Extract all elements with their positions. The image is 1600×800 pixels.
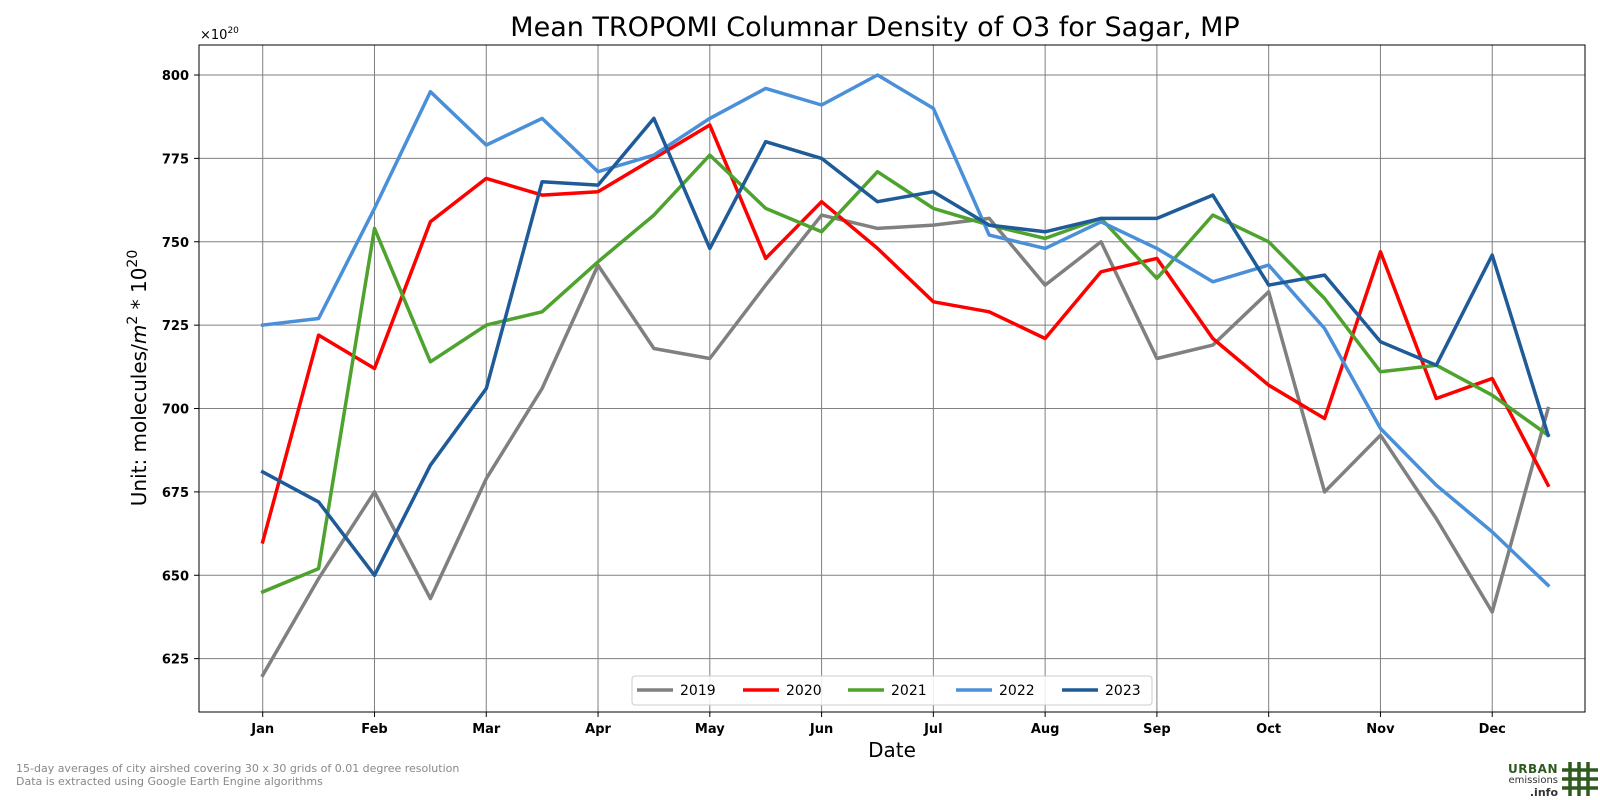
footnote-line-2: Data is extracted using Google Earth Eng… <box>16 775 323 788</box>
y-tick-label: 750 <box>162 236 189 251</box>
series-lines <box>260 73 1551 678</box>
series-line-2023 <box>260 116 1551 578</box>
x-tick-label: Aug <box>1031 722 1060 737</box>
x-tick-label: Apr <box>585 722 611 737</box>
series-line-2022 <box>260 73 1551 588</box>
chart-title: Mean TROPOMI Columnar Density of O3 for … <box>510 12 1239 43</box>
legend-label-2023: 2023 <box>1105 683 1141 699</box>
x-tick-label: Oct <box>1256 722 1281 737</box>
y-tick-label: 725 <box>162 319 189 334</box>
hash-grid-icon <box>1562 762 1598 796</box>
legend-label-2020: 2020 <box>786 683 822 699</box>
x-tick-label: Jun <box>809 722 833 737</box>
y-tick-label: 650 <box>162 569 189 584</box>
y-offset-label: ×1020 <box>200 26 239 43</box>
y-tick-label: 625 <box>162 653 189 668</box>
grid-lines <box>199 45 1585 712</box>
footnote-line-1: 15-day averages of city airshed covering… <box>16 762 460 775</box>
x-axis-label: Date <box>868 738 916 762</box>
x-tick-label: Feb <box>361 722 387 737</box>
x-tick-label: May <box>695 722 725 737</box>
series-line-2021 <box>260 153 1551 595</box>
legend-label-2019: 2019 <box>680 683 716 699</box>
urban-emissions-logo: URBAN emissions .info <box>1500 760 1598 799</box>
logo-text-urban: URBAN <box>1508 762 1558 776</box>
y-tick-label: 800 <box>162 69 189 84</box>
x-tick-label: Mar <box>472 722 501 737</box>
logo-text-info: .info <box>1529 786 1558 799</box>
y-tick-label: 675 <box>162 486 189 501</box>
x-tick-labels: Jan Feb Mar Apr May Jun Jul Aug Sep Oct Nov Dec <box>250 712 1506 737</box>
plot-area-frame <box>198 44 1586 713</box>
legend-box <box>631 675 1153 706</box>
series-line-2020 <box>260 123 1551 545</box>
logo-text-emissions: emissions <box>1508 775 1558 786</box>
legend-label-2022: 2022 <box>999 683 1035 699</box>
x-tick-label: Sep <box>1143 722 1171 737</box>
y-axis-label: Unit: molecules/m2 * 1020 <box>125 250 151 507</box>
legend: 2019 2020 2021 2022 2023 <box>631 675 1153 706</box>
y-tick-labels: 625 650 675 700 725 750 775 800 <box>162 69 199 668</box>
x-tick-label: Dec <box>1479 722 1506 737</box>
x-tick-label: Jul <box>923 722 943 737</box>
series-line-2019 <box>260 213 1551 678</box>
y-tick-label: 775 <box>162 152 189 167</box>
legend-label-2021: 2021 <box>891 683 927 699</box>
x-tick-label: Jan <box>250 722 274 737</box>
x-tick-label: Nov <box>1366 722 1395 737</box>
y-tick-label: 700 <box>162 403 189 418</box>
